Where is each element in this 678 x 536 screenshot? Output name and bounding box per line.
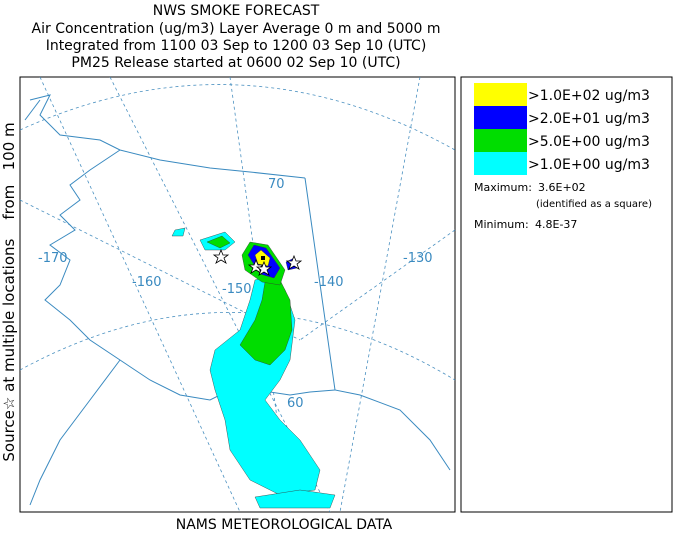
graticule — [19, 76, 456, 513]
max-value: 3.6E+02 — [538, 181, 586, 194]
legend-swatch — [474, 83, 527, 106]
map-label: -160 — [132, 275, 162, 290]
min-label: Minimum: — [474, 218, 529, 231]
sources — [212, 248, 303, 276]
legend-swatch — [474, 129, 527, 152]
map-label: -150 — [222, 282, 252, 297]
legend-label: >2.0E+01 ug/m3 — [528, 111, 650, 127]
plume-contour — [254, 489, 336, 509]
plume-contour — [171, 227, 186, 237]
plume-contour — [206, 235, 231, 249]
map-label: -130 — [403, 251, 433, 266]
legend-swatch — [474, 152, 527, 175]
legend-label: >5.0E+00 ug/m3 — [528, 134, 650, 150]
legend-label: >1.0E+02 ug/m3 — [528, 88, 650, 104]
map-label: -170 — [38, 251, 68, 266]
legend: >1.0E+02 ug/m3 >2.0E+01 ug/m3 >5.0E+00 ug/… — [460, 76, 673, 513]
map-label: 70 — [268, 177, 285, 192]
max-square — [261, 256, 265, 260]
max-note: (identified as a square) — [536, 199, 652, 210]
subtitle: Integrated from 1100 03 Sep to 1200 03 S… — [46, 38, 427, 54]
subtitle: PM25 Release started at 0600 02 Sep 10 (… — [71, 55, 400, 71]
legend-swatch — [474, 106, 527, 129]
map-label: -140 — [314, 275, 344, 290]
subtitle: Air Concentration (ug/m3) Layer Average … — [32, 21, 441, 37]
map-label: 60 — [287, 396, 304, 411]
title: NWS SMOKE FORECAST — [153, 3, 320, 19]
footer: NAMS METEOROLOGICAL DATA — [176, 517, 393, 532]
max-label: Maximum: — [474, 181, 532, 194]
map: -170 -160 -150 -140 -130 70 60 — [19, 76, 456, 513]
legend-label: >1.0E+00 ug/m3 — [528, 157, 650, 173]
legend-entries: >1.0E+02 ug/m3 >2.0E+01 ug/m3 >5.0E+00 ug/… — [474, 83, 650, 175]
source-label: Source☆ at multiple locations from 100 m — [0, 122, 18, 461]
plume-contour — [239, 279, 293, 366]
min-value: 4.8E-37 — [535, 218, 577, 231]
